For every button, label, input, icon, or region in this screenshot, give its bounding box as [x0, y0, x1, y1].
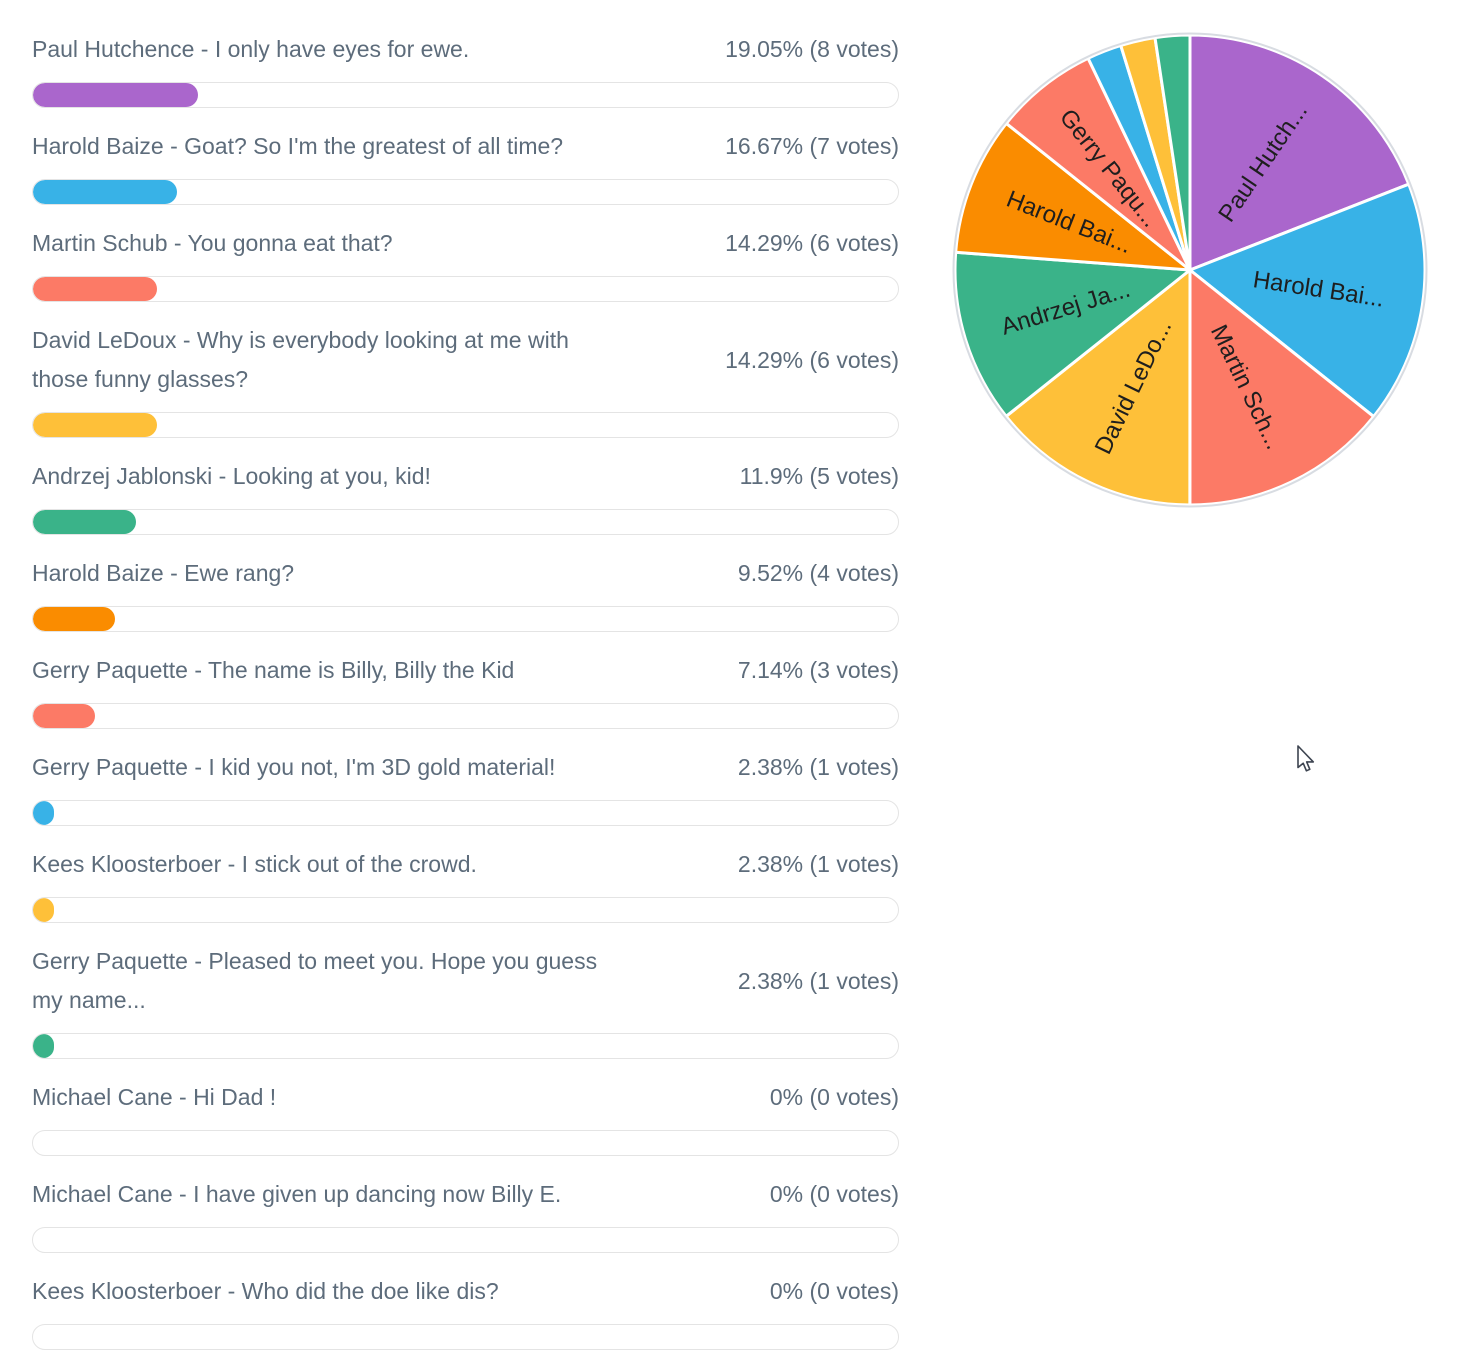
pie-slice[interactable]: [1188, 268, 1376, 507]
poll-option-row: Gerry Paquette - I kid you not, I'm 3D g…: [32, 748, 899, 826]
poll-option-bar-track: [32, 800, 899, 826]
poll-option-bar-track: [32, 1033, 899, 1059]
poll-option-label: Martin Schub - You gonna eat that?: [32, 230, 393, 256]
poll-option-percent: 9.52% (4 votes): [737, 560, 899, 586]
poll-option-bar-track: [32, 703, 899, 729]
pie-slice[interactable]: [1153, 33, 1192, 272]
poll-option-row: David LeDoux - Why is everybody looking …: [32, 321, 899, 438]
poll-option-row: Harold Baize - Ewe rang? 9.52% (4 votes): [32, 554, 899, 632]
poll-option-row: Paul Hutchence - I only have eyes for ew…: [32, 30, 899, 108]
poll-pie-chart: Paul Hutch... Harold Bai... Martin Sch... D…: [950, 30, 1430, 510]
poll-option-percent: 2.38% (1 votes): [737, 851, 899, 877]
pie-slice[interactable]: [1004, 56, 1192, 272]
poll-option-row: Kees Kloosterboer - Who did the doe like…: [32, 1272, 899, 1350]
poll-option-head: Andrzej Jablonski - Looking at you, kid!…: [32, 457, 899, 496]
poll-option-percent: 14.29% (6 votes): [725, 230, 899, 256]
poll-option-bar-fill: [33, 510, 136, 534]
poll-option-bar-fill: [33, 180, 178, 204]
poll-option-head: Harold Baize - Ewe rang? 9.52% (4 votes): [32, 554, 899, 593]
poll-option-percent: 14.29% (6 votes): [725, 346, 899, 373]
poll-option-row: Michael Cane - I have given up dancing n…: [32, 1175, 899, 1253]
poll-option-bar-track: [32, 276, 899, 302]
poll-option-percent: 2.38% (1 votes): [737, 754, 899, 780]
pie-slice[interactable]: [1004, 268, 1192, 507]
poll-option-label: Gerry Paquette - The name is Billy, Bill…: [32, 657, 515, 683]
poll-option-label: Michael Cane - Hi Dad !: [32, 1084, 277, 1110]
cursor-arrow-icon: [1297, 745, 1315, 772]
poll-option-bar-fill: [33, 801, 54, 825]
poll-option-row: Gerry Paquette - The name is Billy, Bill…: [32, 651, 899, 729]
poll-option-bar-fill: [33, 277, 157, 301]
pie-outline: [952, 32, 1428, 508]
poll-option-bar-track: [32, 179, 899, 205]
poll-option-bar-track: [32, 509, 899, 535]
poll-option-percent: 0% (0 votes): [769, 1181, 899, 1207]
poll-option-bar-fill: [33, 83, 198, 107]
poll-option-percent: 19.05% (8 votes): [725, 36, 899, 62]
poll-option-head: David LeDoux - Why is everybody looking …: [32, 321, 899, 399]
poll-option-bar-track: [32, 82, 899, 108]
pie-slice[interactable]: [954, 121, 1192, 272]
poll-option-label: Kees Kloosterboer - Who did the doe like…: [32, 1278, 499, 1304]
poll-option-percent: 0% (0 votes): [769, 1278, 899, 1304]
poll-option-head: Michael Cane - I have given up dancing n…: [32, 1175, 899, 1214]
poll-option-percent: 0% (0 votes): [769, 1084, 899, 1110]
pie-slice[interactable]: [1188, 33, 1411, 272]
poll-option-row: Kees Kloosterboer - I stick out of the c…: [32, 845, 899, 923]
poll-option-bar-fill: [33, 704, 95, 728]
poll-option-label: Harold Baize - Ewe rang?: [32, 560, 295, 586]
poll-option-row: Gerry Paquette - Pleased to meet you. Ho…: [32, 942, 899, 1059]
poll-option-percent: 16.67% (7 votes): [725, 133, 899, 159]
poll-option-head: Kees Kloosterboer - Who did the doe like…: [32, 1272, 899, 1311]
poll-option-label: Andrzej Jablonski - Looking at you, kid!: [32, 463, 431, 489]
poll-option-label: David LeDoux - Why is everybody looking …: [32, 327, 569, 392]
poll-option-bar-track: [32, 1130, 899, 1156]
poll-option-bar-track: [32, 1227, 899, 1253]
poll-option-row: Michael Cane - Hi Dad ! 0% (0 votes): [32, 1078, 899, 1156]
mouse-cursor: [1293, 744, 1319, 774]
pie-slice[interactable]: [1188, 182, 1427, 419]
poll-option-label: Paul Hutchence - I only have eyes for ew…: [32, 36, 470, 62]
poll-option-head: Gerry Paquette - The name is Billy, Bill…: [32, 651, 899, 690]
poll-results-list: Paul Hutchence - I only have eyes for ew…: [32, 0, 899, 1369]
poll-option-bar-track: [32, 1324, 899, 1350]
poll-option-bar-fill: [33, 1034, 54, 1058]
poll-option-bar-track: [32, 412, 899, 438]
poll-option-percent: 11.9% (5 votes): [739, 463, 899, 489]
poll-option-bar-fill: [33, 898, 54, 922]
poll-option-label: Kees Kloosterboer - I stick out of the c…: [32, 851, 477, 877]
poll-option-bar-fill: [33, 607, 116, 631]
poll-option-head: Martin Schub - You gonna eat that? 14.29…: [32, 224, 899, 263]
pie-slice[interactable]: [953, 250, 1192, 418]
poll-option-bar-track: [32, 606, 899, 632]
poll-option-label: Gerry Paquette - Pleased to meet you. Ho…: [32, 948, 598, 1013]
poll-option-label: Michael Cane - I have given up dancing n…: [32, 1181, 562, 1207]
poll-option-percent: 7.14% (3 votes): [737, 657, 899, 683]
poll-option-head: Gerry Paquette - Pleased to meet you. Ho…: [32, 942, 899, 1020]
poll-option-head: Harold Baize - Goat? So I'm the greatest…: [32, 127, 899, 166]
poll-option-head: Gerry Paquette - I kid you not, I'm 3D g…: [32, 748, 899, 787]
poll-option-head: Michael Cane - Hi Dad ! 0% (0 votes): [32, 1078, 899, 1117]
poll-option-row: Martin Schub - You gonna eat that? 14.29…: [32, 224, 899, 302]
poll-option-bar-track: [32, 897, 899, 923]
pie-svg: Paul Hutch...Harold Bai...Martin Sch...D…: [952, 32, 1428, 508]
poll-option-bar-fill: [33, 413, 157, 437]
poll-option-head: Paul Hutchence - I only have eyes for ew…: [32, 30, 899, 69]
poll-option-head: Kees Kloosterboer - I stick out of the c…: [32, 845, 899, 884]
poll-option-label: Harold Baize - Goat? So I'm the greatest…: [32, 133, 564, 159]
poll-option-label: Gerry Paquette - I kid you not, I'm 3D g…: [32, 754, 556, 780]
poll-option-row: Harold Baize - Goat? So I'm the greatest…: [32, 127, 899, 205]
poll-option-percent: 2.38% (1 votes): [737, 967, 899, 994]
poll-option-row: Andrzej Jablonski - Looking at you, kid!…: [32, 457, 899, 535]
